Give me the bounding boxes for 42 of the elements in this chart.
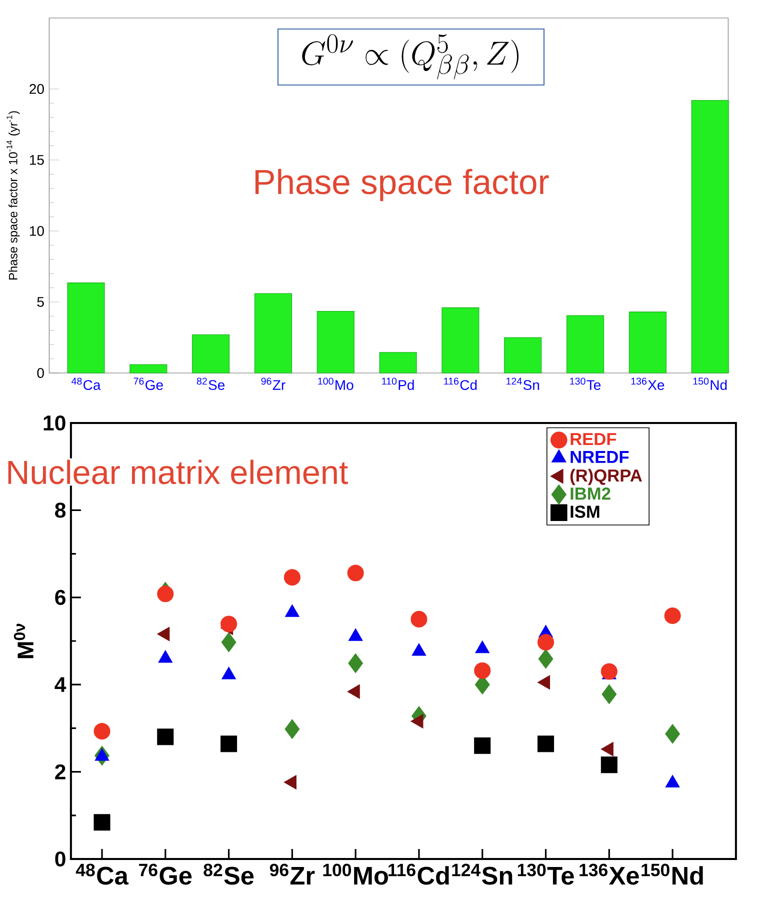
x-tick-label: $^{96}$Zr bbox=[261, 378, 286, 390]
y-axis-title: Phase space factor x 10$^{-14}$ (yr$^{-1}$) bbox=[6, 111, 20, 280]
y-tick-label: 4 bbox=[54, 677, 66, 692]
x-tick-label: $^{130}$Te bbox=[518, 864, 574, 885]
y-axis-title: M$^{0ν}$ bbox=[14, 624, 34, 658]
annotation: $G^{0\nu} \propto (Q^{5}_{\beta\beta}, Z)$ bbox=[302, 34, 518, 80]
legend-label: REDF bbox=[570, 433, 616, 446]
x-tick-label: $^{150}$Nd bbox=[642, 864, 703, 885]
x-tick-label: $^{116}$Cd bbox=[444, 378, 477, 390]
x-tick-label: $^{82}$Se bbox=[204, 864, 254, 885]
y-tick-label: 20 bbox=[30, 84, 44, 94]
x-tick-label: $^{136}$Xe bbox=[631, 378, 664, 390]
x-tick-label: $^{116}$Cd bbox=[388, 864, 449, 885]
y-tick-label: 10 bbox=[30, 226, 44, 236]
y-tick-label: 10 bbox=[44, 415, 66, 431]
legend-label: (R)QRPA bbox=[570, 468, 642, 486]
x-tick-label: $^{124}$Sn bbox=[506, 378, 540, 390]
x-tick-label: $^{76}$Ge bbox=[134, 378, 163, 390]
y-tick-label: 2 bbox=[55, 764, 66, 780]
x-tick-label: $^{124}$Sn bbox=[452, 864, 512, 885]
annotation: Nuclear matrix element bbox=[8, 460, 348, 484]
x-tick-label: $^{76}$Ge bbox=[139, 864, 192, 885]
y-tick-label: 6 bbox=[55, 590, 66, 605]
y-tick-label: 15 bbox=[30, 155, 44, 165]
legend-label: IBM2 bbox=[570, 487, 610, 500]
x-tick-label: $^{82}$Se bbox=[196, 378, 225, 390]
x-tick-label: $^{130}$Te bbox=[570, 378, 601, 390]
x-tick-label: $^{100}$Mo bbox=[323, 864, 388, 885]
x-tick-label: $^{150}$Nd bbox=[693, 378, 727, 390]
x-tick-label: $^{110}$Pd bbox=[382, 378, 414, 390]
x-tick-label: $^{48}$Ca bbox=[76, 864, 129, 885]
y-tick-label: 0 bbox=[37, 368, 44, 378]
legend-label: ISM bbox=[570, 506, 600, 518]
y-tick-label: 5 bbox=[37, 297, 44, 307]
legend-label: NREDF bbox=[570, 451, 629, 463]
y-tick-label: 8 bbox=[55, 502, 66, 518]
annotation: Phase space factor bbox=[255, 168, 549, 202]
x-tick-label: $^{96}$Zr bbox=[270, 864, 315, 884]
x-tick-label: $^{136}$Xe bbox=[580, 864, 639, 885]
x-tick-label: $^{100}$Mo bbox=[318, 378, 354, 390]
y-tick-label: 0 bbox=[55, 851, 66, 867]
x-tick-label: $^{48}$Ca bbox=[72, 378, 101, 390]
